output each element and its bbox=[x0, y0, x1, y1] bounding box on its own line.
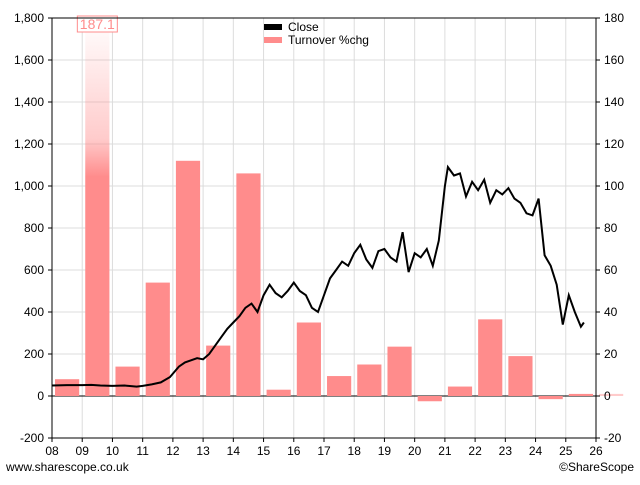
right-tick-label: 100 bbox=[604, 179, 624, 193]
left-tick-label: 600 bbox=[24, 263, 44, 277]
turnover-bar bbox=[55, 379, 80, 396]
x-tick-label: 10 bbox=[106, 444, 120, 458]
turnover-bar bbox=[508, 356, 533, 396]
left-tick-label: 1,200 bbox=[14, 137, 44, 151]
left-tick-label: 800 bbox=[24, 221, 44, 235]
right-tick-label: 160 bbox=[604, 53, 624, 67]
x-tick-label: 18 bbox=[348, 444, 362, 458]
left-tick-label: 1,800 bbox=[14, 11, 44, 25]
turnover-bar bbox=[568, 393, 593, 396]
turnover-bar bbox=[478, 319, 503, 396]
right-tick-label: 0 bbox=[604, 389, 611, 403]
turnover-bar bbox=[417, 396, 442, 402]
left-tick-label: 1,000 bbox=[14, 179, 44, 193]
turnover-bars bbox=[55, 18, 624, 402]
turnover-bar bbox=[599, 393, 624, 396]
x-tick-label: 09 bbox=[76, 444, 90, 458]
turnover-bar bbox=[296, 322, 321, 396]
left-tick-label: 0 bbox=[37, 389, 44, 403]
right-tick-label: -20 bbox=[604, 431, 622, 445]
x-tick-label: 19 bbox=[378, 444, 392, 458]
turnover-bar bbox=[145, 282, 170, 396]
x-tick-label: 16 bbox=[287, 444, 301, 458]
legend-label: Close bbox=[288, 20, 319, 34]
x-tick-label: 22 bbox=[468, 444, 482, 458]
legend-swatch bbox=[264, 37, 282, 43]
x-tick-label: 26 bbox=[589, 444, 603, 458]
left-tick-label: 200 bbox=[24, 347, 44, 361]
turnover-bar bbox=[447, 386, 473, 396]
left-axis: -200 0 200 400 600 800 1,000 1,200 1,400 1,600 1,8… bbox=[14, 11, 53, 445]
bar-annotation: 187.1 bbox=[76, 15, 118, 33]
x-tick-label: 13 bbox=[196, 444, 210, 458]
turnover-bar bbox=[266, 389, 291, 396]
x-tick-label: 08 bbox=[45, 444, 59, 458]
x-tick-label: 23 bbox=[499, 444, 513, 458]
turnover-bar bbox=[327, 376, 352, 396]
annotation-label: 187.1 bbox=[80, 16, 115, 32]
left-tick-label: 1,400 bbox=[14, 95, 44, 109]
close-series-line bbox=[51, 164, 585, 388]
left-tick-label: 1,600 bbox=[14, 53, 44, 67]
legend-label: Turnover %chg bbox=[288, 33, 369, 47]
x-tick-label: 17 bbox=[317, 444, 331, 458]
x-tick-label: 12 bbox=[166, 444, 180, 458]
x-tick-label: 24 bbox=[529, 444, 543, 458]
left-tick-label: -200 bbox=[20, 431, 44, 445]
x-tick-label: 25 bbox=[559, 444, 573, 458]
turnover-bar bbox=[115, 366, 140, 396]
footer-right-text: ©ShareScope bbox=[559, 460, 634, 474]
x-tick-label: 21 bbox=[438, 444, 452, 458]
turnover-bar bbox=[236, 173, 261, 396]
right-axis: -20 0 20 40 60 80 100 120 140 160 180 bbox=[595, 11, 624, 445]
turnover-bar bbox=[175, 160, 201, 396]
annotation-box bbox=[76, 15, 118, 33]
footer-left-text: www.sharescope.co.uk bbox=[5, 460, 130, 474]
left-tick-label: 400 bbox=[24, 305, 44, 319]
legend-swatch bbox=[264, 24, 282, 30]
right-tick-label: 40 bbox=[604, 305, 618, 319]
x-tick-label: 15 bbox=[257, 444, 271, 458]
right-tick-label: 80 bbox=[604, 221, 618, 235]
x-tick-label: 20 bbox=[408, 444, 422, 458]
x-tick-label: 14 bbox=[227, 444, 241, 458]
right-tick-label: 180 bbox=[604, 11, 624, 25]
x-axis: 08 09 10 11 12 13 14 15 16 17 18 19 20 21 22 23 24 25 26 bbox=[45, 17, 603, 458]
right-tick-label: 140 bbox=[604, 95, 624, 109]
right-tick-label: 120 bbox=[604, 137, 624, 151]
x-tick-label: 11 bbox=[136, 444, 149, 458]
right-tick-label: 20 bbox=[604, 347, 618, 361]
right-tick-label: 60 bbox=[604, 263, 618, 277]
turnover-bar bbox=[538, 396, 563, 400]
turnover-bar bbox=[85, 18, 110, 396]
turnover-bar bbox=[357, 364, 382, 396]
turnover-bar bbox=[387, 346, 412, 396]
